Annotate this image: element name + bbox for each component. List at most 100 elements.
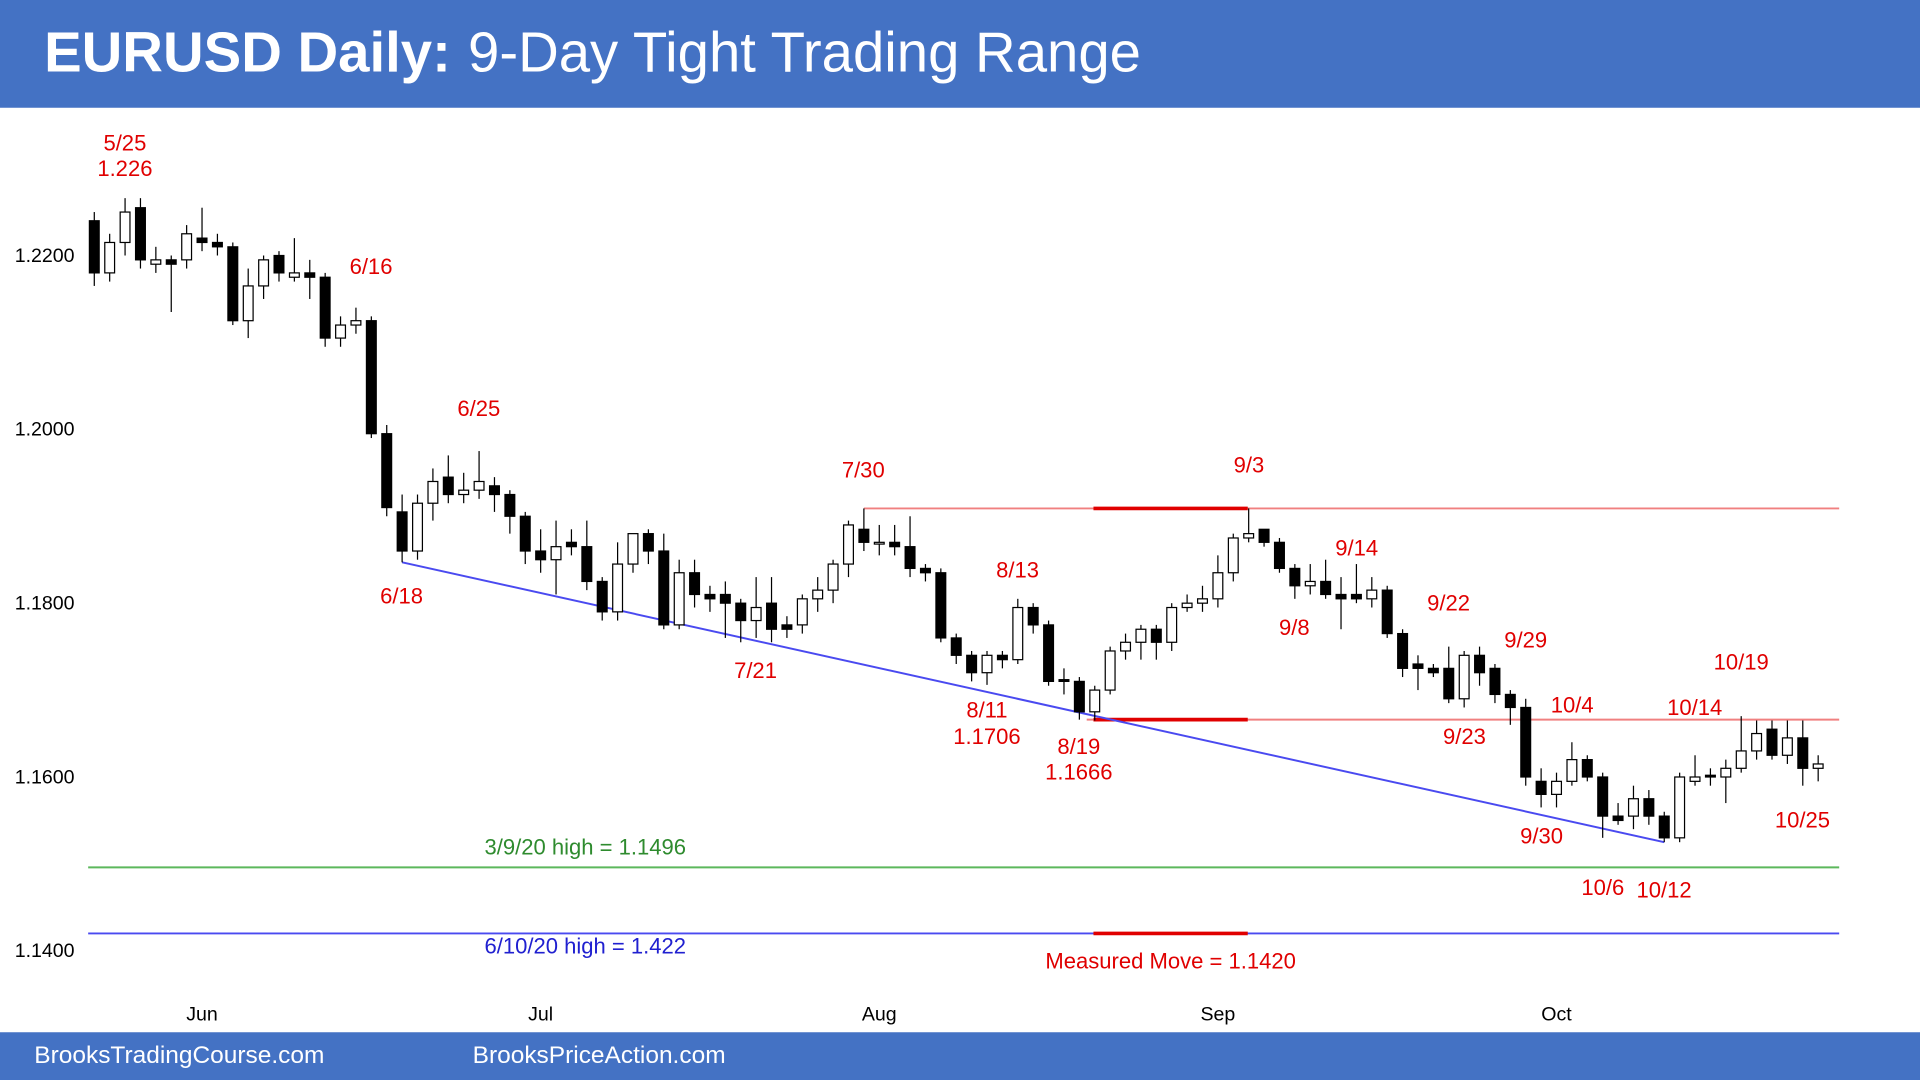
candle-body bbox=[812, 589, 824, 600]
candle-body bbox=[1443, 667, 1455, 700]
candle-body bbox=[1304, 580, 1316, 587]
candle-body bbox=[1597, 776, 1609, 817]
candle-body bbox=[1489, 667, 1501, 696]
footer-bar bbox=[0, 1032, 1920, 1080]
candle-body bbox=[581, 546, 593, 583]
candle-body bbox=[1273, 541, 1285, 570]
candle-body bbox=[1704, 774, 1716, 778]
candle-body bbox=[1027, 606, 1039, 626]
annotation: 9/8 bbox=[1279, 615, 1310, 640]
candle-body bbox=[1751, 732, 1763, 752]
candle-body bbox=[719, 593, 731, 604]
candle-body bbox=[1089, 689, 1101, 713]
annotation: 8/13 bbox=[996, 558, 1039, 583]
candle-body bbox=[350, 320, 362, 326]
candle-body bbox=[1412, 663, 1424, 669]
candle-body bbox=[1166, 606, 1178, 643]
candle-body bbox=[134, 207, 146, 261]
candle-body bbox=[242, 285, 254, 322]
candle-body bbox=[704, 593, 716, 600]
candle-body bbox=[381, 433, 393, 509]
y-tick-label: 1.1600 bbox=[15, 766, 75, 788]
candle-body bbox=[1135, 628, 1147, 643]
candle-body bbox=[1104, 650, 1116, 691]
candle-body bbox=[842, 524, 854, 565]
annotation: 3/9/20 high = 1.1496 bbox=[485, 834, 687, 859]
candle-body bbox=[1397, 632, 1409, 669]
candle-body bbox=[596, 580, 608, 613]
footer-text: BrooksPriceAction.com bbox=[473, 1042, 726, 1069]
candle-body bbox=[766, 602, 778, 630]
candle-body bbox=[1073, 680, 1085, 713]
title-bold: EURUSD Daily: bbox=[44, 20, 451, 83]
annotation: 9/29 bbox=[1504, 627, 1547, 652]
annotation: 10/19 bbox=[1714, 650, 1769, 675]
annotation: 9/22 bbox=[1427, 591, 1470, 616]
candle-body bbox=[1458, 654, 1470, 700]
candle-body bbox=[1797, 737, 1809, 769]
candle-body bbox=[304, 272, 316, 278]
candle-body bbox=[1581, 759, 1593, 778]
candle-body bbox=[950, 637, 962, 656]
x-tick-label: Jul bbox=[528, 1003, 553, 1025]
candle-body bbox=[227, 246, 239, 322]
candle-body bbox=[396, 511, 408, 552]
annotation: 10/4 bbox=[1551, 692, 1594, 717]
candle-body bbox=[1381, 589, 1393, 635]
title: EURUSD Daily: 9-Day Tight Trading Range bbox=[44, 20, 1141, 83]
candle-body bbox=[181, 233, 193, 261]
candle-body bbox=[273, 254, 285, 274]
annotation: 10/12 bbox=[1637, 877, 1692, 902]
y-tick-label: 1.1800 bbox=[15, 593, 75, 615]
candle-body bbox=[627, 533, 639, 565]
annotation: 1.226 bbox=[97, 156, 152, 181]
annotation: 10/14 bbox=[1667, 695, 1722, 720]
candle-body bbox=[258, 259, 270, 287]
candle-body bbox=[519, 515, 531, 552]
candle-body bbox=[735, 602, 747, 622]
annotation: 6/16 bbox=[350, 254, 393, 279]
candle-body bbox=[1551, 780, 1563, 795]
y-tick-label: 1.1400 bbox=[15, 940, 75, 962]
candle-body bbox=[1058, 679, 1070, 683]
annotation: 9/3 bbox=[1234, 452, 1265, 477]
candle-body bbox=[1181, 602, 1193, 609]
candle-body bbox=[504, 493, 516, 517]
annotation: 10/6 bbox=[1581, 875, 1624, 900]
candle-body bbox=[781, 624, 793, 630]
x-tick-label: Aug bbox=[862, 1003, 897, 1025]
annotation: Measured Move = 1.1420 bbox=[1045, 948, 1295, 973]
candle-body bbox=[150, 259, 162, 265]
candle-body bbox=[889, 541, 901, 548]
candle-body bbox=[996, 654, 1008, 661]
y-tick-label: 1.2000 bbox=[15, 419, 75, 441]
candle-body bbox=[1043, 624, 1055, 683]
candle-body bbox=[1227, 537, 1239, 574]
y-tick-label: 1.2200 bbox=[15, 245, 75, 267]
annotation: 8/19 bbox=[1057, 734, 1100, 759]
annotation: 7/30 bbox=[842, 457, 885, 482]
candle-body bbox=[750, 606, 762, 622]
footer-text: BrooksTradingCourse.com bbox=[34, 1042, 324, 1069]
candle-body bbox=[1566, 759, 1578, 782]
candle-body bbox=[1504, 693, 1516, 709]
candle-body bbox=[104, 241, 116, 274]
candle-body bbox=[919, 567, 931, 574]
candle-body bbox=[288, 272, 300, 278]
annotation: 9/14 bbox=[1335, 536, 1378, 561]
annotation: 9/30 bbox=[1520, 823, 1563, 848]
candle-body bbox=[1289, 567, 1301, 587]
candle-body bbox=[319, 276, 331, 339]
annotation: 5/25 bbox=[103, 130, 146, 155]
candle-body bbox=[88, 220, 100, 274]
candle-body bbox=[458, 489, 470, 496]
candle-body bbox=[488, 485, 500, 496]
candle-body bbox=[1735, 750, 1747, 769]
candle-body bbox=[642, 533, 654, 552]
annotation: 6/18 bbox=[380, 583, 423, 608]
subtitle: 9-Day Tight Trading Range bbox=[468, 20, 1141, 83]
candle-body bbox=[335, 324, 347, 339]
candle-body bbox=[689, 572, 701, 596]
candle-body bbox=[473, 480, 485, 491]
candle-body bbox=[1150, 628, 1162, 643]
